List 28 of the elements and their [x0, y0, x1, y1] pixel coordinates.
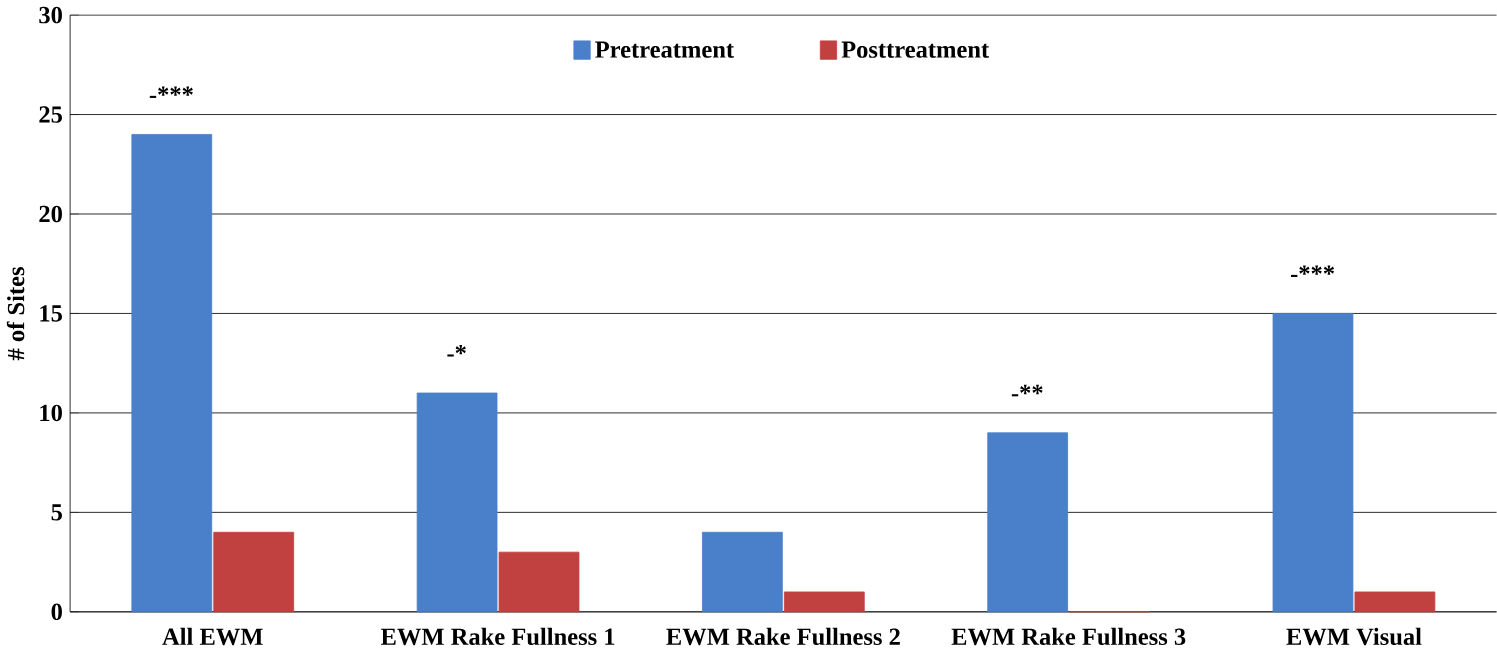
annotation: -** [1011, 384, 1043, 397]
y-tick-label: 20 [39, 205, 62, 223]
bar [498, 551, 580, 613]
y-tick-label: 5 [51, 504, 62, 521]
y-tick-label: 30 [39, 6, 62, 24]
bar [1354, 591, 1436, 613]
x-tick-label: EWM Rake Fullness 2 [666, 627, 900, 646]
annotation: -*** [149, 86, 193, 98]
x-tick-label: EWM Visual [1286, 627, 1422, 646]
legend-label: Posttreatment [841, 41, 990, 58]
y-tick-label: 10 [40, 404, 62, 422]
y-tick-label: 0 [51, 603, 62, 621]
bar [131, 134, 213, 613]
x-tick-label: EWM Rake Fullness 1 [380, 627, 615, 646]
legend-label: Pretreatment [595, 41, 734, 58]
y-tick-label: 15 [40, 305, 62, 322]
bar [702, 531, 783, 613]
y-tick-label: 25 [39, 106, 62, 123]
bar [213, 531, 295, 613]
bar [783, 591, 865, 613]
y-axis-title: # of Sites [6, 267, 25, 361]
annotation: -* [447, 345, 466, 357]
bar [987, 432, 1069, 613]
x-tick-label: All EWM [162, 627, 263, 646]
bar [1272, 313, 1354, 613]
annotation: -*** [1291, 265, 1335, 277]
x-tick-label: EWM Rake Fullness 3 [951, 627, 1186, 646]
bar [416, 392, 498, 613]
